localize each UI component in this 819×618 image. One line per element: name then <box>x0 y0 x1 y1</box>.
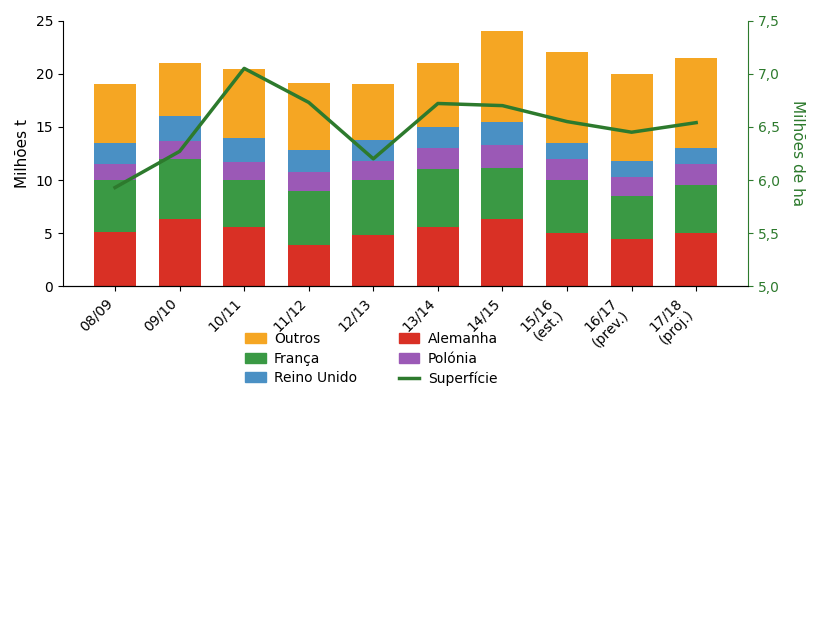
Bar <box>352 84 394 140</box>
Bar <box>481 145 523 168</box>
Bar <box>223 138 265 162</box>
Bar <box>545 143 587 159</box>
Bar <box>674 233 717 287</box>
Bar <box>674 185 717 233</box>
Bar <box>545 180 587 233</box>
Bar <box>287 83 329 150</box>
Bar <box>481 31 523 122</box>
Bar <box>610 177 652 196</box>
Bar <box>94 143 136 164</box>
Bar <box>545 159 587 180</box>
Bar <box>352 180 394 235</box>
Bar <box>674 57 717 148</box>
Bar <box>158 141 201 159</box>
Bar <box>158 63 201 116</box>
Bar <box>481 168 523 219</box>
Bar <box>610 196 652 239</box>
Bar <box>416 148 459 169</box>
Bar <box>287 150 329 172</box>
Bar <box>610 161 652 177</box>
Bar <box>94 164 136 180</box>
Bar <box>674 148 717 164</box>
Legend: Outros, França, Reino Unido, Alemanha, Polónia, Superfície: Outros, França, Reino Unido, Alemanha, P… <box>239 326 503 391</box>
Bar <box>416 169 459 227</box>
Bar <box>223 227 265 287</box>
Bar <box>545 53 587 143</box>
Bar <box>481 219 523 287</box>
Bar <box>416 227 459 287</box>
Bar <box>610 239 652 287</box>
Bar <box>223 162 265 180</box>
Bar <box>287 245 329 287</box>
Y-axis label: Milhões t: Milhões t <box>15 119 30 188</box>
Bar <box>223 180 265 227</box>
Bar <box>94 232 136 287</box>
Bar <box>158 159 201 219</box>
Bar <box>416 63 459 127</box>
Bar <box>94 84 136 143</box>
Y-axis label: Milhões de ha: Milhões de ha <box>789 101 804 206</box>
Bar <box>287 172 329 191</box>
Bar <box>158 116 201 141</box>
Bar <box>352 140 394 161</box>
Bar <box>158 219 201 287</box>
Bar <box>545 233 587 287</box>
Bar <box>352 235 394 287</box>
Bar <box>416 127 459 148</box>
Bar <box>481 122 523 145</box>
Bar <box>352 161 394 180</box>
Bar <box>94 180 136 232</box>
Bar <box>223 69 265 138</box>
Bar <box>674 164 717 185</box>
Bar <box>610 74 652 161</box>
Bar <box>287 191 329 245</box>
